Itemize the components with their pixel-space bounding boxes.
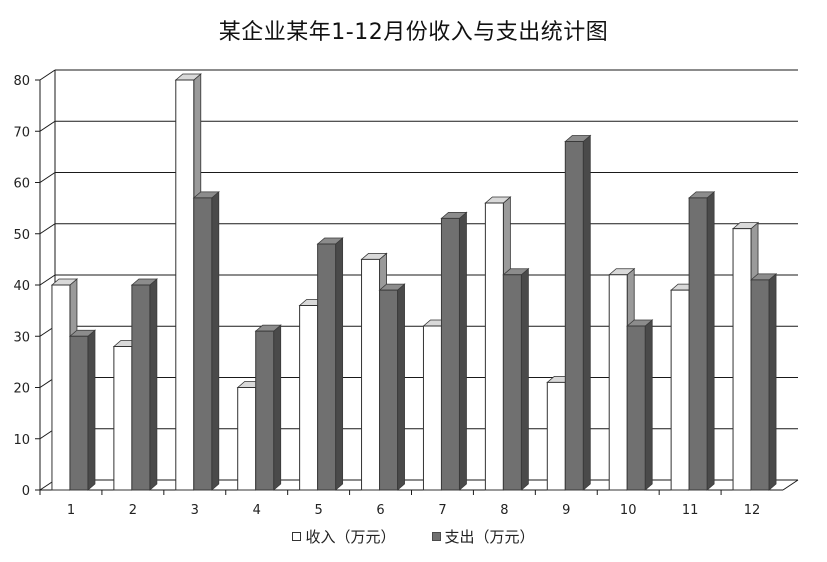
y-tick-label: 30 — [13, 330, 30, 345]
chart-title: 某企业某年1-12月份收入与支出统计图 — [218, 20, 609, 45]
x-tick-label: 10 — [620, 503, 637, 518]
gridline-side — [39, 172, 56, 183]
y-tick-label: 40 — [13, 279, 30, 294]
expense-bar — [193, 197, 213, 491]
legend-label-expense: 支出（万元） — [444, 528, 535, 546]
expense-bar-side — [211, 191, 220, 491]
legend-label-income: 收入（万元） — [305, 528, 396, 546]
x-tick-label: 9 — [562, 503, 570, 518]
gridline-side — [39, 223, 56, 235]
y-tick-label: 80 — [13, 74, 30, 89]
expense-bar-side — [582, 134, 591, 491]
expense-bar — [69, 335, 89, 491]
floor-edge — [782, 479, 799, 491]
expense-bar-side — [87, 329, 96, 491]
gridline-side — [39, 69, 56, 81]
legend-item-expense: 支出（万元） — [431, 526, 535, 547]
x-tick-label: 2 — [129, 503, 137, 518]
expense-bar — [317, 243, 337, 491]
income-bar — [732, 228, 752, 491]
expense-bar — [750, 279, 770, 491]
x-tick-label: 7 — [438, 503, 446, 518]
income-bar — [608, 274, 628, 491]
expense-bar — [131, 284, 151, 491]
expense-bar — [626, 325, 646, 491]
legend-item-income: 收入（万元） — [292, 526, 396, 547]
expense-bar — [379, 289, 399, 491]
gridline-side — [39, 274, 56, 286]
x-tick-label: 11 — [682, 503, 699, 518]
y-tick-label: 60 — [13, 177, 30, 192]
expense-bar — [255, 330, 275, 491]
expense-bar-side — [335, 237, 344, 491]
y-tick-label: 10 — [13, 433, 30, 448]
income-bar — [175, 79, 195, 491]
income-bar — [422, 325, 442, 491]
y-tick-label: 0 — [22, 484, 30, 499]
y-tick-label: 50 — [13, 228, 30, 243]
legend-swatch-income — [292, 532, 302, 541]
x-tick-label: 4 — [253, 503, 261, 518]
expense-bar — [688, 197, 708, 491]
expense-bar-side — [644, 319, 653, 491]
expense-bar-side — [273, 324, 282, 491]
expense-bar-side — [149, 278, 158, 491]
x-tick-label: 5 — [314, 503, 322, 518]
income-bar — [670, 289, 690, 491]
income-bar — [361, 258, 381, 491]
expense-bar — [564, 141, 584, 491]
legend-swatch-expense — [431, 532, 441, 541]
x-tick-label: 8 — [500, 503, 508, 518]
x-tick-label: 1 — [67, 503, 75, 518]
legend: 收入（万元） 支出（万元） — [0, 526, 827, 547]
expense-bar-side — [768, 273, 777, 491]
income-bar — [113, 346, 133, 491]
income-bar — [299, 305, 319, 491]
x-tick-label: 12 — [744, 503, 761, 518]
y-tick-label: 70 — [13, 125, 30, 140]
gridline-side — [39, 120, 56, 132]
y-tick-label: 20 — [13, 382, 30, 397]
x-tick-label: 3 — [191, 503, 199, 518]
income-bar — [546, 381, 566, 491]
expense-bar-side — [706, 191, 715, 491]
expense-bar-side — [397, 283, 405, 491]
x-tick-label: 6 — [376, 503, 384, 518]
expense-bar — [502, 274, 522, 491]
expense-bar — [440, 217, 460, 491]
expense-bar-side — [520, 267, 529, 491]
income-bar — [484, 202, 504, 491]
expense-bar-side — [459, 211, 467, 491]
income-bar — [237, 387, 257, 491]
income-bar — [51, 284, 71, 491]
